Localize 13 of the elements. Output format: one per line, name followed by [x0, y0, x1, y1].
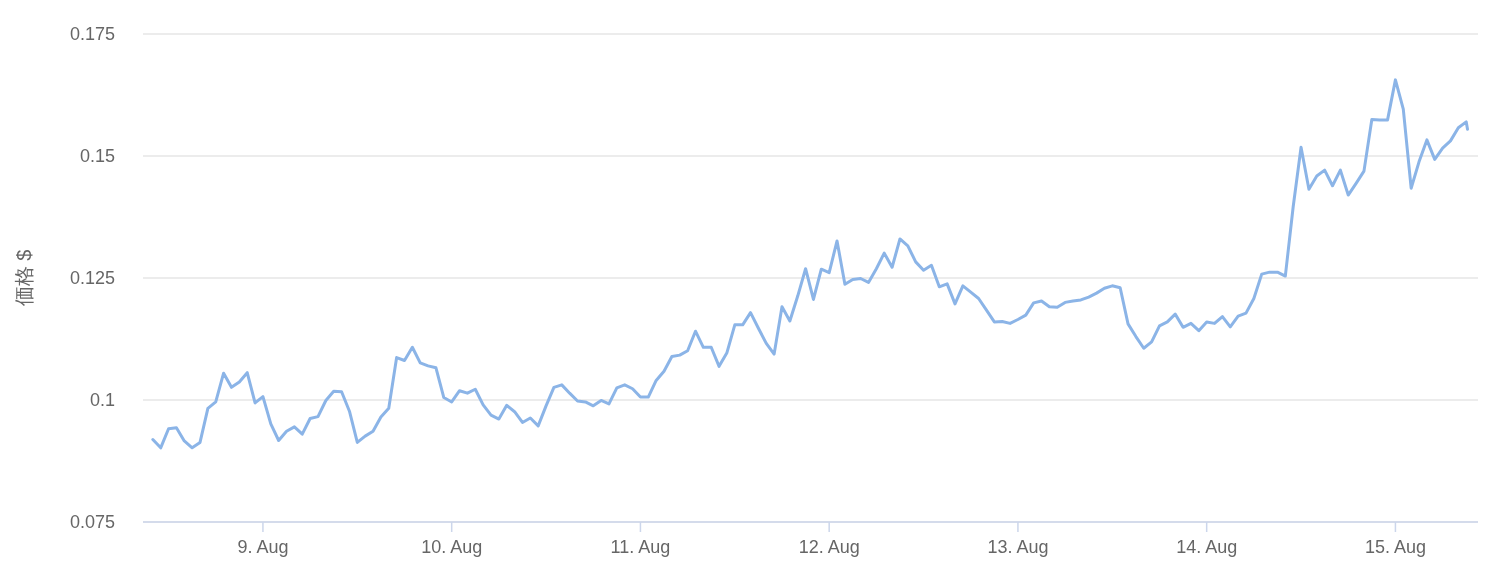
x-tick-label: 13. Aug [987, 536, 1049, 557]
x-tick-label: 12. Aug [798, 536, 860, 557]
y-tick-label: 0.1 [89, 390, 115, 411]
x-tick-label: 11. Aug [610, 536, 671, 557]
x-tick-label: 15. Aug [1364, 536, 1426, 557]
x-tick-label: 9. Aug [237, 536, 289, 557]
y-tick-label: 0.175 [69, 24, 115, 45]
x-tick-label: 14. Aug [1176, 536, 1238, 557]
y-tick-label: 0.075 [69, 512, 115, 533]
y-tick-label: 0.15 [79, 146, 115, 167]
y-axis-title: 価格 $ [13, 249, 36, 307]
y-tick-label: 0.125 [69, 268, 115, 289]
x-tick-label: 10. Aug [421, 536, 483, 557]
